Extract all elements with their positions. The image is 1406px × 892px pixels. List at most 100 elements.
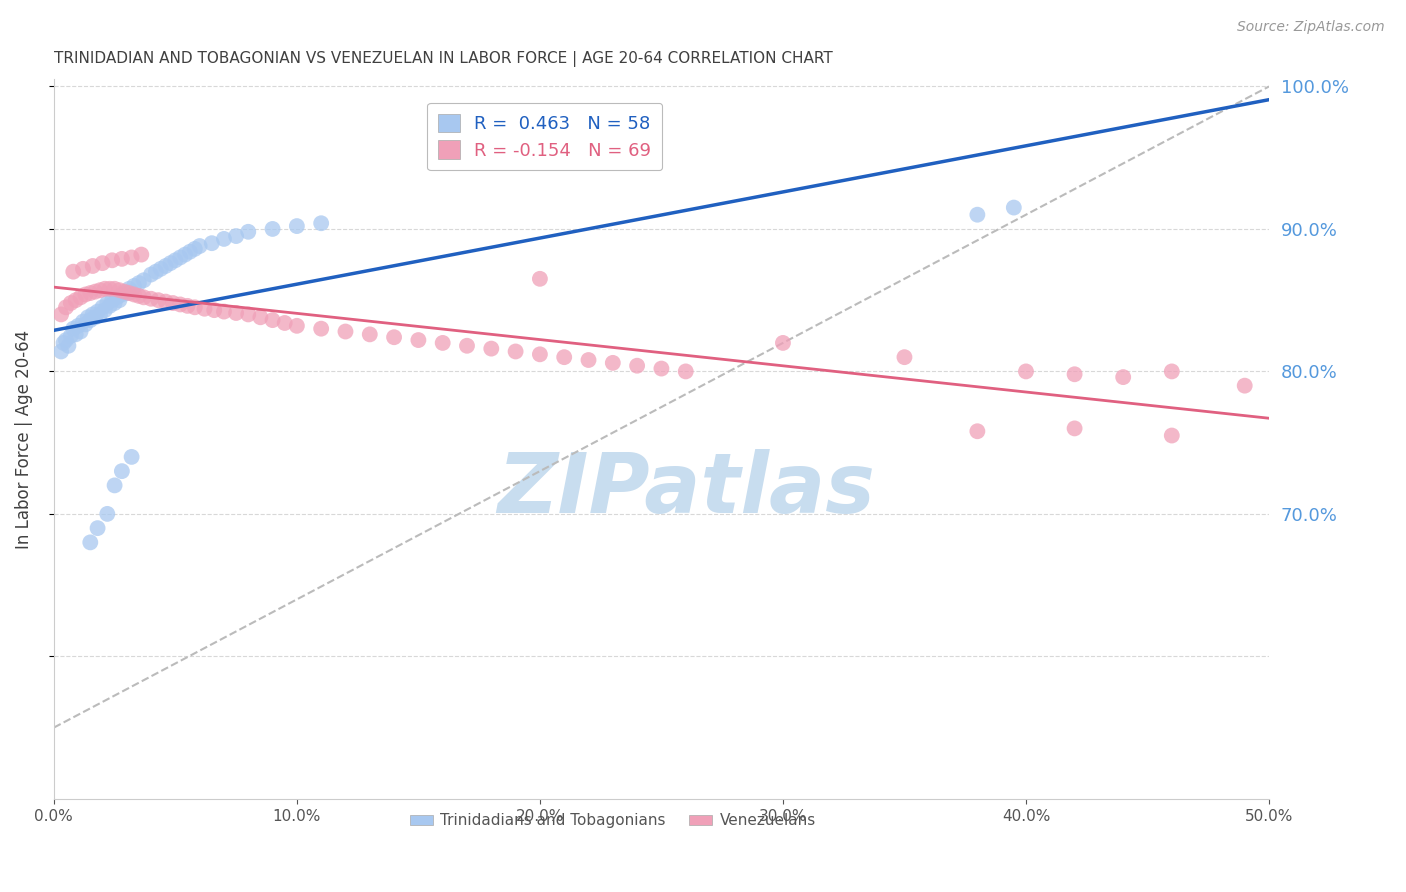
Point bbox=[115, 286, 138, 301]
Point bbox=[49, 344, 72, 359]
Point bbox=[82, 259, 104, 273]
Point bbox=[188, 239, 211, 253]
Point bbox=[52, 335, 75, 350]
Point bbox=[79, 535, 101, 549]
Point bbox=[59, 328, 82, 343]
Point bbox=[212, 232, 235, 246]
Point bbox=[69, 325, 91, 339]
Point bbox=[179, 244, 201, 259]
Point bbox=[84, 310, 107, 325]
Point bbox=[1002, 201, 1025, 215]
Point bbox=[108, 283, 131, 297]
Point bbox=[553, 350, 575, 364]
Point bbox=[72, 261, 94, 276]
Point bbox=[89, 283, 111, 297]
Point bbox=[86, 521, 108, 535]
Point bbox=[432, 335, 454, 350]
Point bbox=[193, 301, 215, 316]
Point bbox=[118, 282, 141, 296]
Point bbox=[225, 229, 247, 244]
Point bbox=[94, 282, 117, 296]
Point bbox=[121, 251, 143, 265]
Point bbox=[69, 290, 91, 304]
Point bbox=[148, 293, 170, 308]
Point bbox=[966, 208, 988, 222]
Point bbox=[169, 297, 191, 311]
Point bbox=[104, 296, 127, 310]
Point bbox=[58, 339, 80, 353]
Point bbox=[1112, 370, 1135, 384]
Point bbox=[1015, 364, 1038, 378]
Point bbox=[675, 364, 697, 378]
Point bbox=[91, 301, 114, 315]
Point bbox=[72, 314, 94, 328]
Point bbox=[111, 252, 134, 266]
Point bbox=[82, 307, 104, 321]
Y-axis label: In Labor Force | Age 20-64: In Labor Force | Age 20-64 bbox=[15, 329, 32, 549]
Point bbox=[184, 301, 207, 315]
Point bbox=[101, 293, 124, 308]
Point bbox=[145, 265, 167, 279]
Point bbox=[89, 307, 111, 321]
Point bbox=[105, 290, 128, 304]
Point bbox=[1063, 421, 1085, 435]
Point bbox=[578, 353, 600, 368]
Point bbox=[128, 289, 150, 303]
Point bbox=[76, 310, 98, 325]
Point bbox=[309, 216, 332, 230]
Point bbox=[59, 296, 82, 310]
Point bbox=[139, 292, 162, 306]
Point bbox=[176, 299, 198, 313]
Point bbox=[108, 293, 131, 308]
Point bbox=[49, 307, 72, 321]
Point bbox=[602, 356, 624, 370]
Point bbox=[121, 285, 143, 299]
Point bbox=[359, 327, 381, 342]
Point bbox=[98, 282, 121, 296]
Point bbox=[139, 268, 162, 282]
Point bbox=[1160, 428, 1182, 442]
Point bbox=[149, 261, 172, 276]
Point bbox=[529, 347, 551, 361]
Point bbox=[86, 304, 108, 318]
Point bbox=[79, 313, 101, 327]
Point bbox=[111, 287, 134, 301]
Point bbox=[626, 359, 648, 373]
Point bbox=[104, 478, 127, 492]
Point bbox=[155, 259, 177, 273]
Point bbox=[131, 247, 153, 261]
Point bbox=[966, 424, 988, 438]
Point bbox=[1160, 364, 1182, 378]
Point bbox=[75, 287, 97, 301]
Point bbox=[893, 350, 915, 364]
Point bbox=[456, 339, 478, 353]
Point bbox=[262, 313, 284, 327]
Point bbox=[132, 273, 155, 287]
Point bbox=[65, 293, 87, 308]
Text: ZIPatlas: ZIPatlas bbox=[496, 449, 875, 530]
Point bbox=[772, 335, 794, 350]
Point bbox=[55, 333, 77, 347]
Text: TRINIDADIAN AND TOBAGONIAN VS VENEZUELAN IN LABOR FORCE | AGE 20-64 CORRELATION : TRINIDADIAN AND TOBAGONIAN VS VENEZUELAN… bbox=[53, 51, 832, 67]
Point bbox=[67, 318, 90, 333]
Point bbox=[122, 287, 145, 301]
Point bbox=[165, 253, 187, 268]
Point bbox=[1233, 378, 1256, 392]
Point bbox=[479, 342, 502, 356]
Point bbox=[505, 344, 527, 359]
Point bbox=[122, 279, 145, 293]
Point bbox=[79, 286, 101, 301]
Point bbox=[96, 507, 118, 521]
Point bbox=[184, 242, 207, 256]
Point bbox=[96, 296, 118, 310]
Point bbox=[112, 285, 135, 299]
Point bbox=[91, 256, 114, 270]
Point bbox=[285, 318, 308, 333]
Point bbox=[159, 256, 181, 270]
Point bbox=[202, 303, 225, 318]
Legend: Trinidadians and Tobagonians, Venezuelans: Trinidadians and Tobagonians, Venezuelan… bbox=[404, 807, 823, 834]
Point bbox=[101, 253, 124, 268]
Point bbox=[382, 330, 405, 344]
Point bbox=[225, 306, 247, 320]
Point bbox=[84, 285, 107, 299]
